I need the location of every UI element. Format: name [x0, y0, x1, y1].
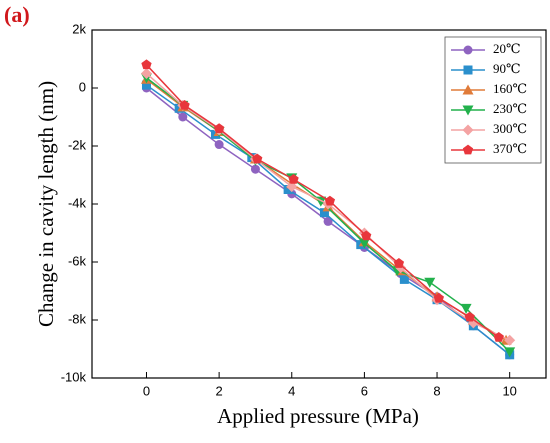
- y-tick-label: -10k: [61, 369, 87, 384]
- marker: [213, 123, 225, 133]
- legend-marker: [462, 124, 474, 136]
- marker: [250, 164, 260, 174]
- marker: [178, 112, 188, 122]
- marker: [493, 332, 504, 342]
- marker: [141, 59, 152, 70]
- x-tick-label: 2: [216, 383, 223, 398]
- marker: [399, 274, 409, 284]
- x-tick-label: 0: [143, 383, 150, 398]
- marker: [140, 68, 152, 79]
- y-tick-label: -6k: [68, 253, 87, 268]
- legend-label: 160℃: [493, 81, 527, 96]
- marker: [464, 311, 475, 322]
- legend-box: [444, 36, 542, 164]
- marker: [424, 277, 436, 288]
- marker: [288, 173, 299, 184]
- x-axis-label: Applied pressure (MPa): [217, 404, 419, 428]
- legend-label: 20℃: [493, 41, 521, 56]
- legend-marker: [462, 105, 474, 116]
- legend-marker: [463, 65, 473, 75]
- panel-label: (a): [4, 2, 30, 27]
- x-tick-label: 8: [433, 383, 440, 398]
- y-axis-label: Change in cavity length (nm): [34, 81, 58, 327]
- legend-label: 90℃: [493, 61, 521, 76]
- marker: [393, 258, 405, 268]
- x-tick-label: 6: [361, 383, 368, 398]
- marker: [504, 347, 516, 358]
- marker: [361, 230, 372, 241]
- marker: [252, 153, 263, 164]
- legend-label: 230℃: [493, 101, 527, 116]
- legend-marker: [462, 144, 474, 155]
- legend-marker: [462, 84, 474, 95]
- marker: [214, 140, 224, 150]
- marker: [283, 185, 293, 194]
- x-tick-label: 10: [502, 383, 516, 398]
- marker: [319, 208, 329, 218]
- legend-label: 300℃: [493, 121, 527, 136]
- y-tick-label: -8k: [68, 311, 87, 326]
- marker: [504, 334, 516, 346]
- marker: [141, 80, 151, 90]
- marker: [433, 292, 444, 303]
- marker: [179, 100, 190, 110]
- legend-marker: [463, 45, 473, 55]
- marker: [323, 216, 333, 226]
- y-tick-label: 0: [79, 79, 86, 94]
- marker: [460, 303, 472, 314]
- marker: [324, 195, 336, 206]
- legend-label: 370℃: [493, 141, 527, 156]
- x-tick-label: 4: [288, 383, 295, 398]
- marker: [358, 238, 370, 249]
- marker: [286, 181, 298, 193]
- y-tick-label: -4k: [68, 195, 87, 210]
- y-tick-label: 2k: [72, 21, 86, 36]
- y-tick-label: -2k: [68, 137, 87, 152]
